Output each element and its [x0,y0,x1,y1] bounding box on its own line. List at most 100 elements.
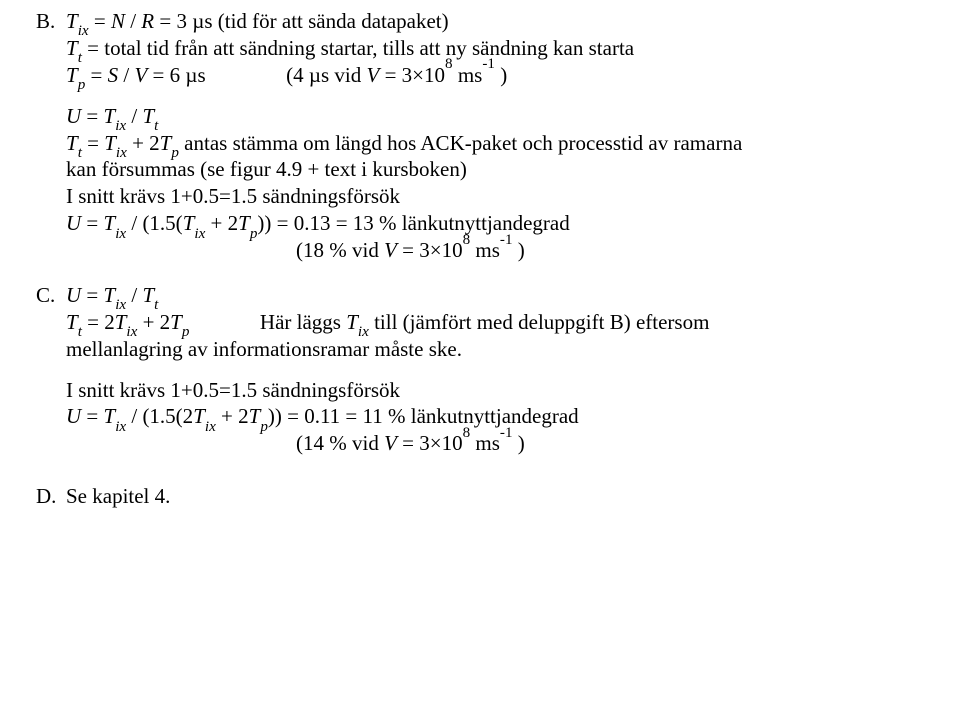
item-b-para-1: Tix = N / R = 3 µs (tid för att sända da… [66,8,924,89]
line: Tt = 2Tix + 2Tp Här läggs Tix till (jämf… [66,309,924,336]
t: )) = 0.13 = 13 % länkutnyttjandegrad [257,211,569,235]
t: = [81,211,103,235]
line: mellanlagring av informationsramar måste… [66,336,924,363]
sup: -1 [500,232,513,248]
line: Tp = S / V = 6 µs (4 µs vid V = 3×108 ms… [66,62,924,89]
var: U [66,404,81,428]
line: I snitt krävs 1+0.5=1.5 sändningsförsök [66,183,924,210]
t: + 2 [137,310,170,334]
var: T [104,283,116,307]
t: = [81,104,103,128]
sub: ix [115,419,126,435]
t: antas stämma om längd hos ACK-paket och … [179,131,742,155]
line: I snitt krävs 1+0.5=1.5 sändningsförsök [66,377,924,404]
t: ms [470,431,500,455]
line: Tt = total tid från att sändning startar… [66,35,924,62]
t: till (jämfört med deluppgift B) eftersom [369,310,710,334]
item-d-label: D. [36,483,66,510]
sub: ix [116,145,127,161]
sup: 8 [445,56,453,72]
var: T [104,404,116,428]
t: + 2 [127,131,160,155]
line: Tt = Tix + 2Tp antas stämma om längd hos… [66,130,924,157]
item-b-para-2: U = Tix / Tt Tt = Tix + 2Tp antas stämma… [66,103,924,264]
line: U = Tix / Tt [66,282,924,309]
var: U [66,104,81,128]
t: = 6 µs [147,63,205,87]
sub: t [78,50,82,66]
t: ) [513,238,525,262]
var: T [66,36,78,60]
var: T [170,310,182,334]
var: T [142,104,154,128]
sub: t [78,324,82,340]
t: = [89,9,111,33]
sub: t [154,118,158,134]
page: B. Tix = N / R = 3 µs (tid för att sända… [0,0,960,702]
t: ) [495,63,507,87]
t: / [118,63,134,87]
line: U = Tix / (1.5(Tix + 2Tp)) = 0.13 = 13 %… [66,210,924,237]
var: T [193,404,205,428]
sub: t [78,145,82,161]
t: Här läggs [260,310,346,334]
t: = 2 [82,310,115,334]
sup: -1 [482,56,495,72]
item-c-body: U = Tix / Tt Tt = 2Tix + 2Tp Här läggs T… [66,282,924,457]
t: = [85,63,107,87]
line: Tix = N / R = 3 µs (tid för att sända da… [66,8,924,35]
item-c: C. U = Tix / Tt Tt = 2Tix + 2Tp Här lägg… [36,282,924,457]
t: / [126,104,142,128]
t: / [125,9,141,33]
var: T [104,131,116,155]
item-b-label: B. [36,8,66,264]
t: ) [513,431,525,455]
t: ms [470,238,500,262]
t: = total tid från att sändning startar, t… [82,36,634,60]
sub: ix [205,419,216,435]
t: = [81,283,103,307]
var: T [66,131,78,155]
t: = 3×10 [397,431,463,455]
item-b: B. Tix = N / R = 3 µs (tid för att sända… [36,8,924,264]
t: = [81,404,103,428]
sub: ix [78,23,89,39]
var: T [142,283,154,307]
var: R [141,9,154,33]
sub: p [182,324,190,340]
var: V [384,238,397,262]
t: = 3×10 [379,63,445,87]
var: T [66,9,78,33]
t: (4 µs vid [286,63,366,87]
var: T [238,211,250,235]
var: S [108,63,119,87]
sub: ix [115,297,126,313]
var: T [183,211,195,235]
t: / (1.5(2 [126,404,193,428]
var: V [367,63,380,87]
var: T [346,310,358,334]
item-c-para-1: U = Tix / Tt Tt = 2Tix + 2Tp Här läggs T… [66,282,924,363]
var: T [115,310,127,334]
sub: ix [115,226,126,242]
sup: -1 [500,425,513,441]
item-b-body: Tix = N / R = 3 µs (tid för att sända da… [66,8,924,264]
var: T [249,404,261,428]
item-d-para-1: Se kapitel 4. [66,483,924,510]
var: U [66,211,81,235]
sub: ix [358,324,369,340]
t: ms [453,63,483,87]
item-d-body: Se kapitel 4. [66,483,924,510]
var: T [66,310,78,334]
sup: 8 [463,232,471,248]
var: T [160,131,172,155]
sub: ix [126,324,137,340]
sup: 8 [463,425,471,441]
line: kan försummas (se figur 4.9 + text i kur… [66,156,924,183]
t: (14 % vid [296,431,384,455]
sub: p [250,226,258,242]
var: V [384,431,397,455]
sub: t [154,297,158,313]
var: T [104,211,116,235]
t: + 2 [216,404,249,428]
